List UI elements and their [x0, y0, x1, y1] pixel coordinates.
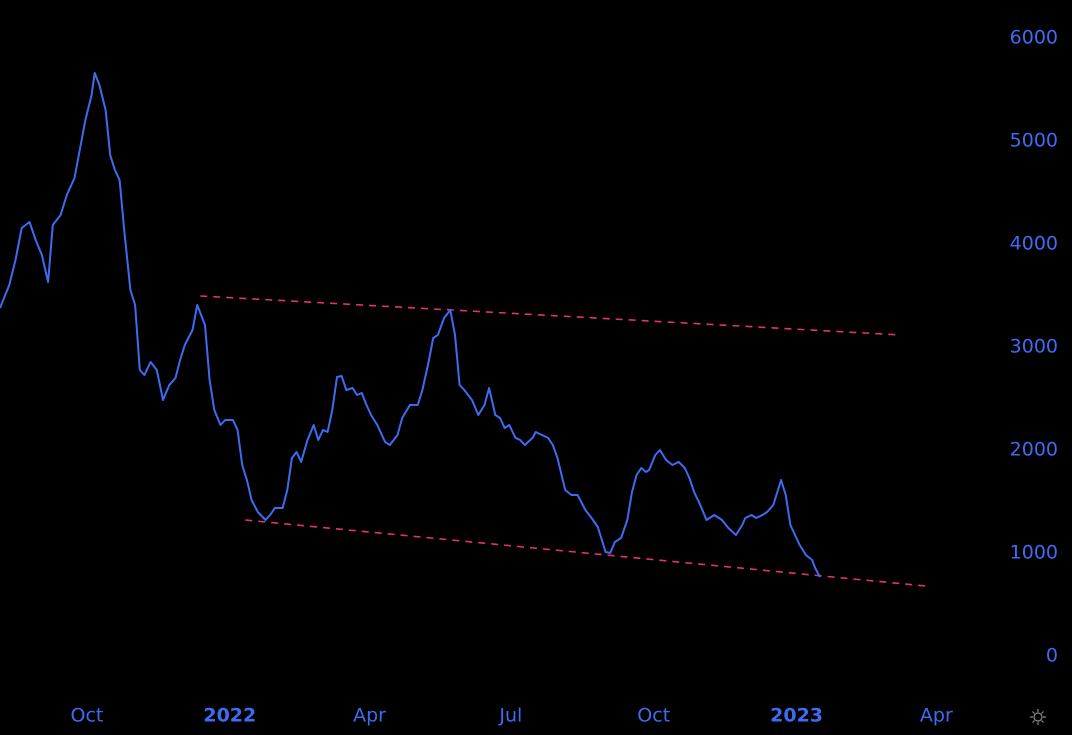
theme-icon[interactable] [1030, 709, 1046, 725]
y-tick-label: 6000 [1010, 27, 1058, 49]
trendline [245, 519, 926, 587]
x-tick-label: 2022 [203, 705, 256, 727]
x-tick-label: Jul [498, 705, 522, 727]
y-tick-label: 1000 [1010, 542, 1058, 564]
trendline [200, 295, 900, 336]
y-tick-label: 4000 [1010, 233, 1058, 255]
y-tick-label: 2000 [1010, 439, 1058, 461]
price-line [0, 72, 821, 578]
x-tick-label: Oct [71, 705, 104, 727]
x-tick-label: Oct [637, 705, 670, 727]
x-tick-label: 2023 [770, 705, 823, 727]
x-tick-label: Apr [353, 705, 386, 727]
y-tick-label: 0 [1046, 645, 1058, 667]
y-tick-label: 5000 [1010, 130, 1058, 152]
x-tick-label: Apr [920, 705, 953, 727]
y-tick-label: 3000 [1010, 336, 1058, 358]
